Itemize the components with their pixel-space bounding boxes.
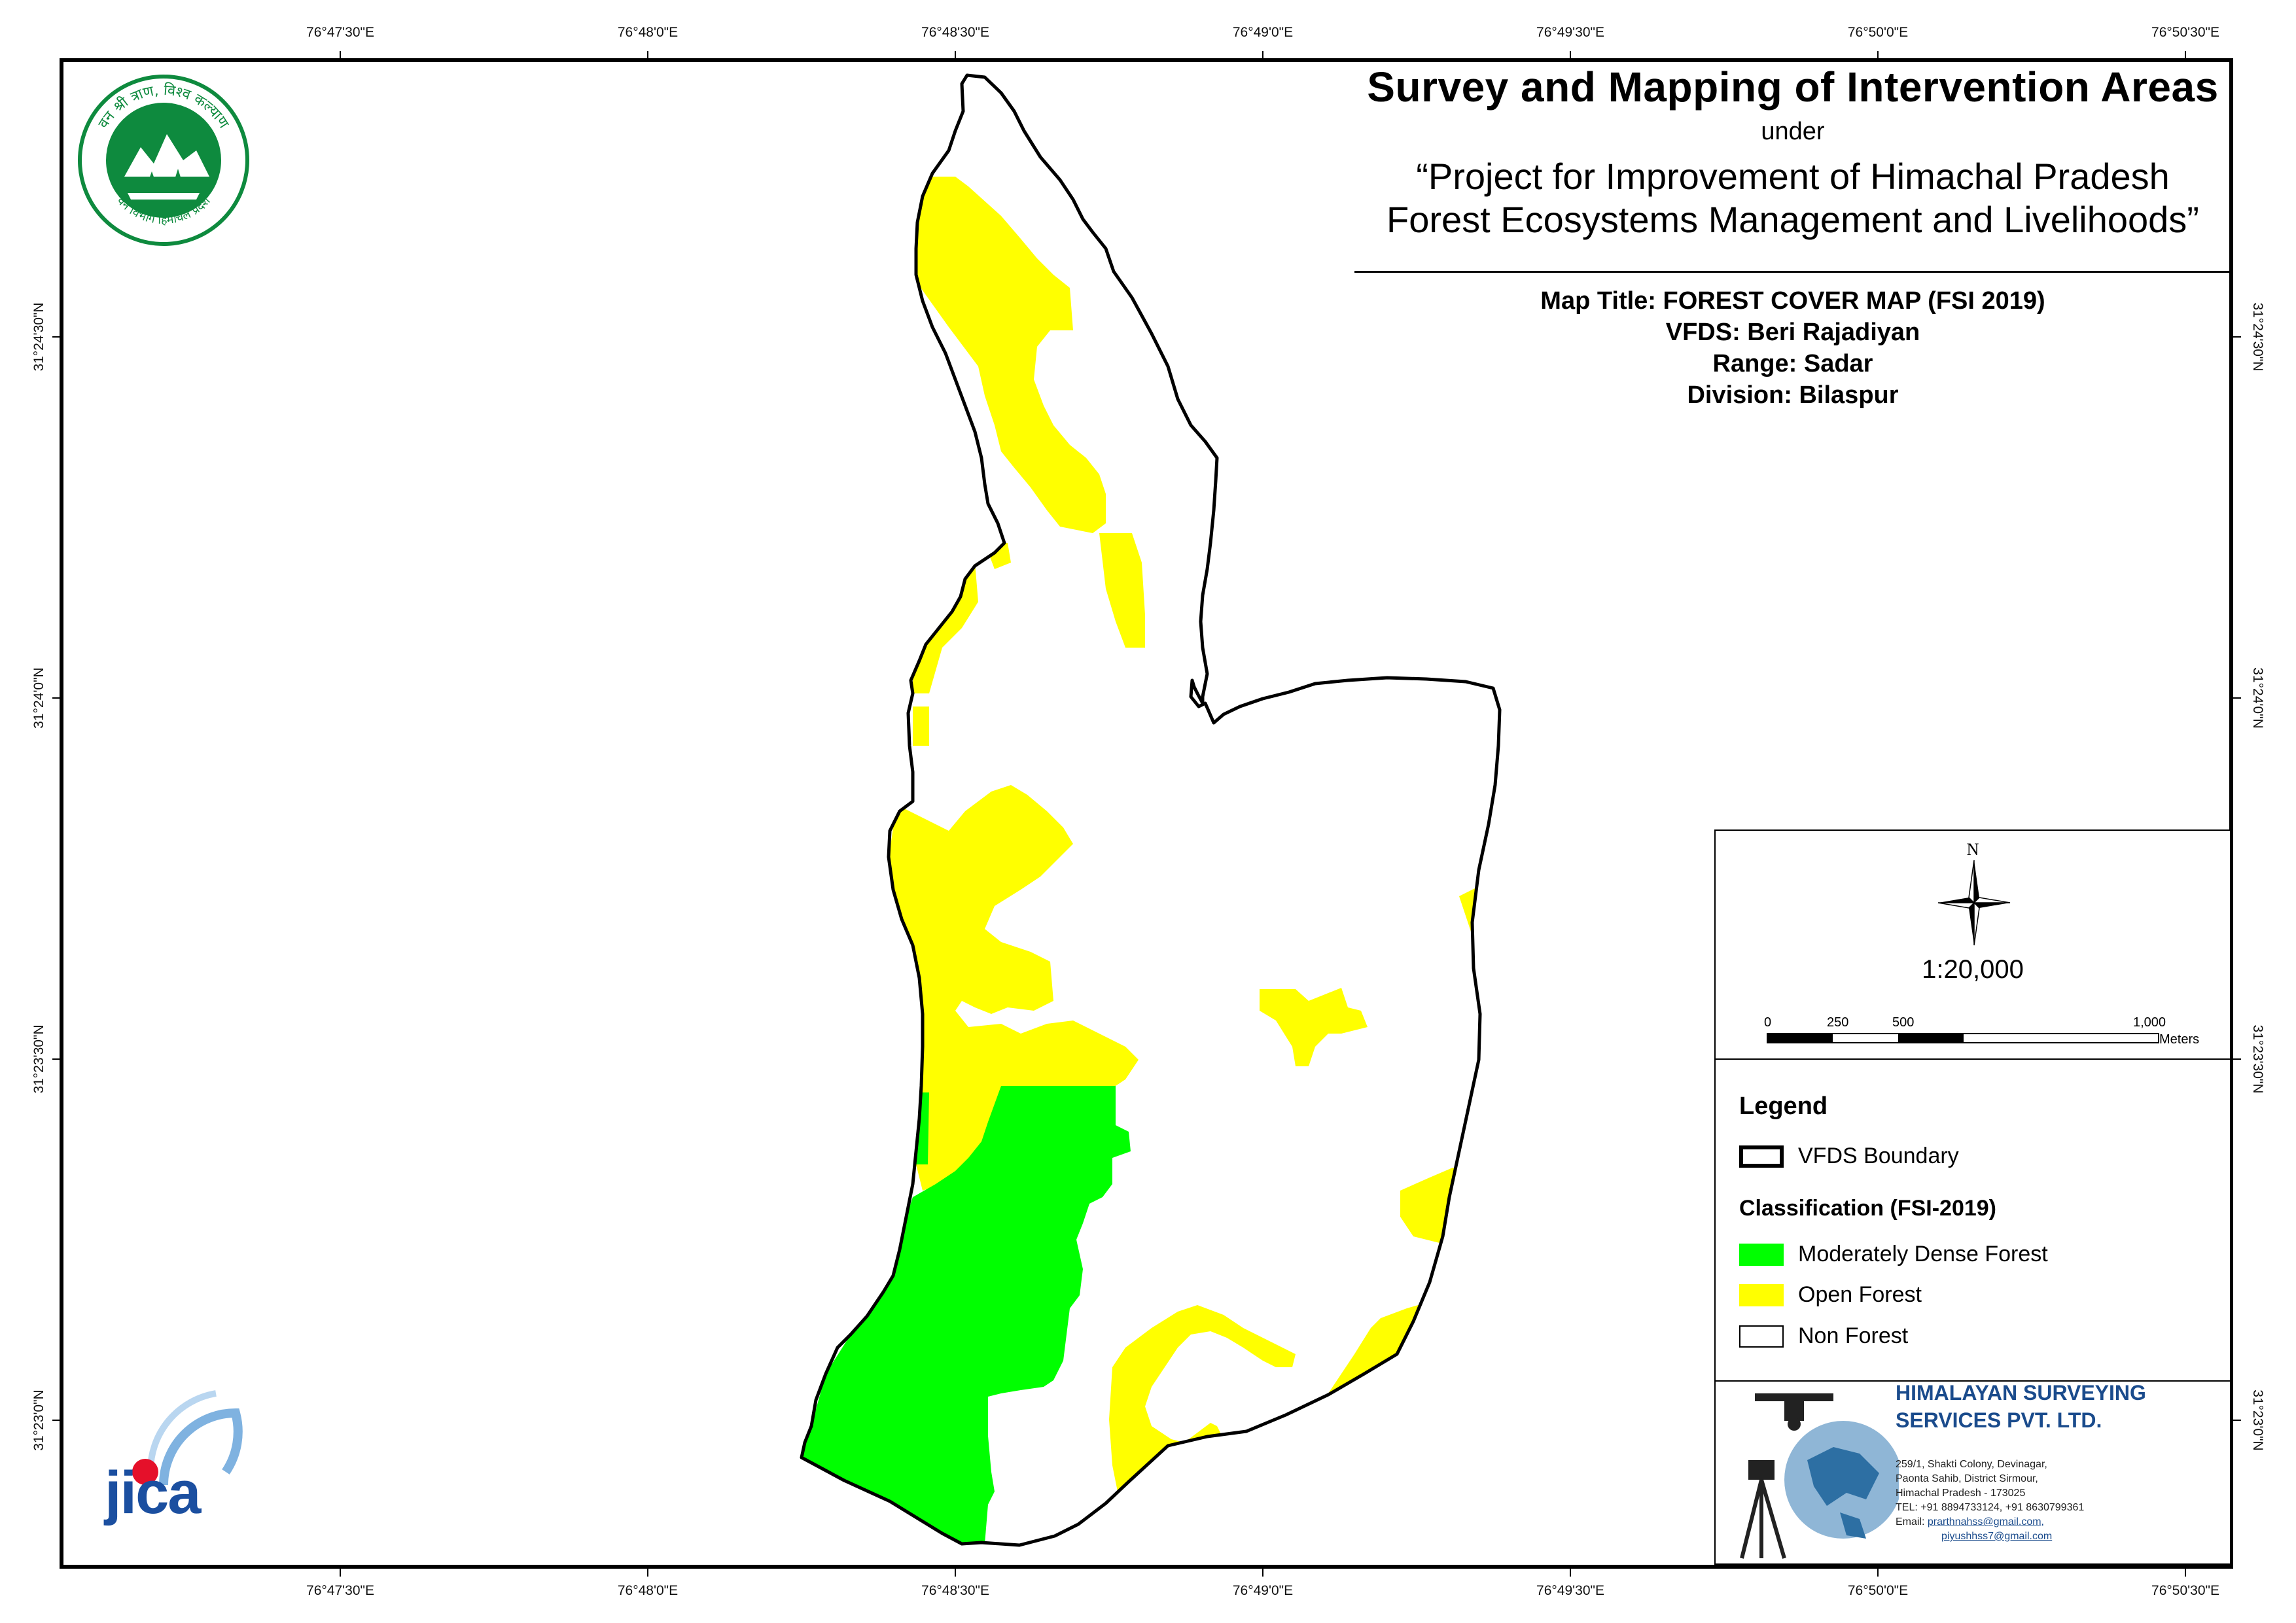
map-title: Map Title: FOREST COVER MAP (FSI 2019)	[1540, 287, 2045, 315]
forest-cover-layer	[802, 177, 1498, 1544]
north-arrow-icon	[1937, 860, 2011, 946]
left-lat-label: 31°23'30"N	[31, 1024, 46, 1094]
address-line: Paonta Sahib, District Sirmour,	[1896, 1473, 2038, 1484]
jica-logo	[132, 1390, 243, 1486]
bottom-lon-label: 76°48'0"E	[617, 1583, 679, 1598]
top-lon-label: 76°50'30"E	[2151, 25, 2219, 40]
bottom-lon-label: 76°49'30"E	[1536, 1583, 1604, 1598]
forest-logo-motto: वन श्री त्राण, विश्व कल्याण	[96, 82, 232, 132]
legend-label: Moderately Dense Forest	[1798, 1242, 2048, 1266]
company-name-line2: SERVICES PVT. LTD.	[1896, 1408, 2102, 1432]
non-forest-swatch	[1739, 1325, 1784, 1348]
bottom-lon-label: 76°48'30"E	[921, 1583, 989, 1598]
project-title-line2: Forest Ecosystems Management and Livelih…	[1386, 199, 2199, 240]
legend-label: VFDS Boundary	[1798, 1143, 1959, 1168]
address-line: Himachal Pradesh - 173025	[1896, 1488, 2026, 1499]
right-lat-label: 31°24'30"N	[2250, 302, 2265, 372]
bottom-lon-label: 76°49'0"E	[1232, 1583, 1294, 1598]
right-lat-label: 31°23'0"N	[2250, 1389, 2265, 1451]
main-title: Survey and Mapping of Intervention Areas	[1367, 63, 2219, 111]
under-text: under	[1761, 118, 1825, 145]
scale-tick-label: 500	[1892, 1015, 1915, 1030]
scale-ratio: 1:20,000	[1922, 955, 2024, 984]
company-name: HIMALAYAN SURVEYING SERVICES PVT. LTD.	[1896, 1379, 2146, 1434]
forest-department-logo	[78, 75, 249, 246]
left-lat-label: 31°23'0"N	[31, 1389, 46, 1451]
division-name: Division: Bilaspur	[1687, 381, 1899, 409]
left-lat-label: 31°24'0"N	[31, 667, 46, 729]
project-title-line1: “Project for Improvement of Himachal Pra…	[1416, 156, 2170, 197]
bottom-lon-label: 76°50'0"E	[1847, 1583, 1909, 1598]
top-lon-label: 76°49'30"E	[1536, 25, 1604, 40]
right-lat-label: 31°24'0"N	[2250, 667, 2265, 729]
scale-tick-label: 1,000	[2133, 1015, 2166, 1030]
company-name-line1: HIMALAYAN SURVEYING	[1896, 1381, 2146, 1405]
scale-tick-label: 0	[1764, 1015, 1772, 1030]
top-lon-label: 76°50'0"E	[1847, 25, 1909, 40]
legend-title: Legend	[1739, 1092, 1828, 1120]
vfds-name: VFDS: Beri Rajadiyan	[1665, 319, 1920, 346]
jica-wordmark: jica	[105, 1459, 201, 1526]
legend-divider	[1716, 1058, 2230, 1060]
top-lon-label: 76°47'30"E	[306, 25, 374, 40]
company-logo-icon	[1740, 1393, 1899, 1559]
top-lon-label: 76°48'30"E	[921, 25, 989, 40]
email-link-1[interactable]: prarthnahss@gmail.com,	[1927, 1516, 2044, 1527]
email-link-2[interactable]: piyushhss7@gmail.com	[1941, 1531, 2053, 1542]
range-name: Range: Sadar	[1712, 350, 1873, 377]
moderately-dense-swatch	[1739, 1243, 1784, 1266]
company-divider	[1716, 1380, 2230, 1382]
address-line: 259/1, Shakti Colony, Devinagar,	[1896, 1459, 2047, 1470]
bottom-lon-label: 76°50'30"E	[2151, 1583, 2219, 1598]
north-label: N	[1966, 840, 1979, 859]
address-line: TEL: +91 8894733124, +91 8630799361	[1896, 1502, 2085, 1513]
vfds-boundary	[800, 73, 1502, 1547]
scale-tick-label: 250	[1827, 1015, 1849, 1030]
right-lat-label: 31°23'30"N	[2250, 1024, 2265, 1094]
map-info: Map Title: FOREST COVER MAP (FSI 2019) V…	[1354, 285, 2231, 411]
legend-panel: N 1:20,000 0 250 500 1,000 Meters Legend…	[1714, 829, 2231, 1565]
legend-item-open-forest: Open Forest	[1739, 1282, 1922, 1308]
legend-item-boundary: VFDS Boundary	[1739, 1143, 1959, 1169]
scale-bar	[1767, 1033, 2159, 1043]
classification-title: Classification (FSI-2019)	[1739, 1196, 1997, 1221]
open-forest-swatch	[1739, 1283, 1784, 1306]
legend-item-non-forest: Non Forest	[1739, 1323, 1908, 1349]
top-lon-label: 76°48'0"E	[617, 25, 679, 40]
legend-label: Non Forest	[1798, 1323, 1909, 1348]
legend-item-moderately-dense: Moderately Dense Forest	[1739, 1242, 2048, 1267]
title-separator	[1354, 271, 2231, 273]
bottom-lon-label: 76°47'30"E	[306, 1583, 374, 1598]
email-line: Email: prarthnahss@gmail.com,	[1896, 1515, 2084, 1529]
scale-unit: Meters	[2159, 1032, 2200, 1047]
email-line: piyushhss7@gmail.com	[1896, 1529, 2084, 1544]
map-frame	[60, 58, 2233, 1569]
top-lon-label: 76°49'0"E	[1232, 25, 1294, 40]
boundary-swatch	[1739, 1145, 1784, 1168]
legend-label: Open Forest	[1798, 1282, 1922, 1307]
company-address: 259/1, Shakti Colony, Devinagar, Paonta …	[1896, 1457, 2084, 1544]
email-label: Email:	[1896, 1516, 1925, 1527]
title-block: Survey and Mapping of Intervention Areas…	[1354, 63, 2231, 241]
forest-logo-dept: वन विभाग हिमाचल प्रदेश	[114, 194, 213, 227]
left-lat-label: 31°24'30"N	[31, 302, 46, 372]
